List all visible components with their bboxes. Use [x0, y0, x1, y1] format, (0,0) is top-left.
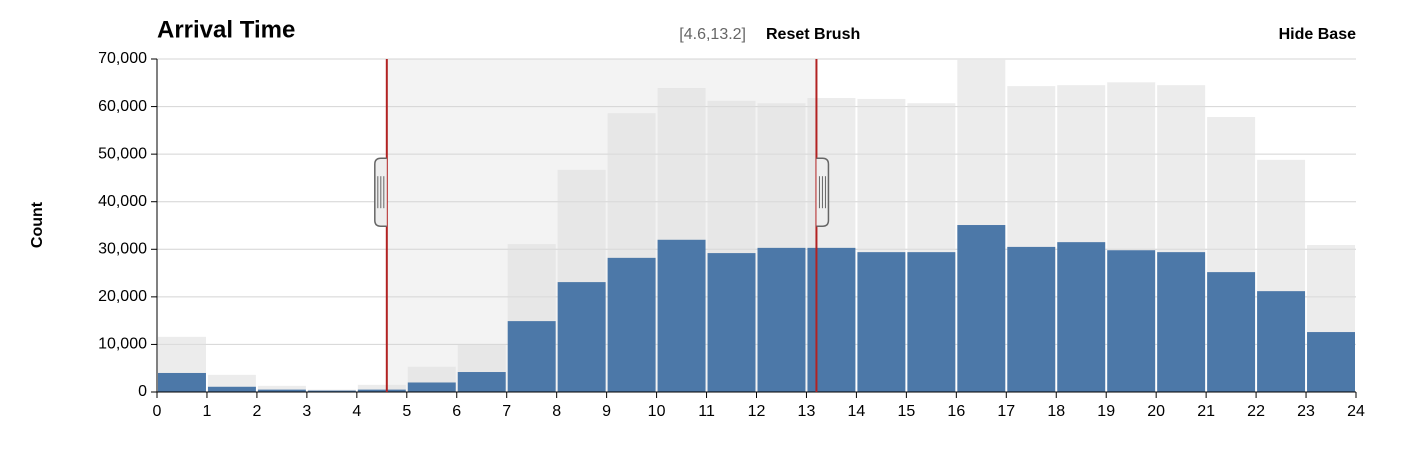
bar [457, 372, 506, 392]
hide-base[interactable]: Hide Base [1279, 26, 1356, 43]
x-tick-label: 19 [1097, 403, 1115, 420]
bar [607, 257, 656, 392]
x-tick-label: 11 [698, 403, 715, 420]
x-tick-label: 16 [947, 403, 965, 420]
x-tick-label: 2 [252, 403, 261, 420]
bar [1307, 332, 1355, 392]
x-tick-label: 4 [352, 403, 361, 420]
x-tick-label: 15 [897, 403, 915, 420]
bar [207, 386, 256, 392]
bar [407, 382, 456, 392]
y-tick-label: 50,000 [98, 145, 147, 162]
x-tick-label: 18 [1047, 403, 1065, 420]
x-tick-label: 5 [402, 403, 411, 420]
bar [907, 252, 956, 392]
bar [707, 253, 756, 392]
y-tick-label: 40,000 [98, 193, 147, 210]
x-tick-label: 24 [1347, 403, 1365, 420]
bar [1007, 246, 1056, 392]
x-tick-label: 3 [302, 403, 311, 420]
x-tick-label: 1 [203, 403, 212, 420]
x-tick-label: 17 [997, 403, 1015, 420]
reset-brush[interactable]: Reset Brush [766, 26, 860, 43]
x-tick-label: 12 [748, 403, 766, 420]
y-axis-label: Count [29, 201, 46, 248]
y-tick-label: 70,000 [98, 50, 147, 67]
x-tick-label: 0 [153, 403, 162, 420]
bar [1257, 291, 1306, 392]
bar [307, 390, 356, 392]
bar [807, 247, 856, 392]
bar [507, 321, 556, 392]
x-tick-label: 6 [452, 403, 461, 420]
bar [857, 252, 906, 392]
bar [1207, 272, 1256, 392]
y-tick-label: 30,000 [98, 241, 147, 258]
x-tick-label: 21 [1197, 403, 1215, 420]
x-tick-label: 20 [1147, 403, 1165, 420]
bar [557, 282, 606, 392]
x-tick-label: 9 [602, 403, 611, 420]
bar [957, 225, 1006, 392]
bar [757, 247, 806, 392]
bar [1107, 250, 1156, 392]
x-tick-label: 23 [1297, 403, 1315, 420]
x-tick-label: 8 [552, 403, 561, 420]
chart-title: Arrival Time [157, 16, 295, 43]
bar [357, 389, 406, 392]
x-tick-label: 7 [502, 403, 511, 420]
y-tick-label: 10,000 [98, 336, 147, 353]
y-tick-label: 20,000 [98, 288, 147, 305]
bar [257, 389, 306, 392]
bar [1057, 242, 1106, 392]
bar [1157, 252, 1206, 392]
brush-label: [4.6,13.2] [679, 26, 746, 43]
x-tick-label: 13 [798, 403, 816, 420]
base-bar [357, 384, 406, 392]
y-tick-label: 0 [138, 383, 147, 400]
y-tick-label: 60,000 [98, 98, 147, 115]
x-tick-label: 14 [848, 403, 866, 420]
bar [158, 372, 206, 392]
base-bar [257, 385, 306, 392]
x-tick-label: 10 [648, 403, 666, 420]
x-tick-label: 22 [1247, 403, 1265, 420]
bar [657, 239, 706, 392]
